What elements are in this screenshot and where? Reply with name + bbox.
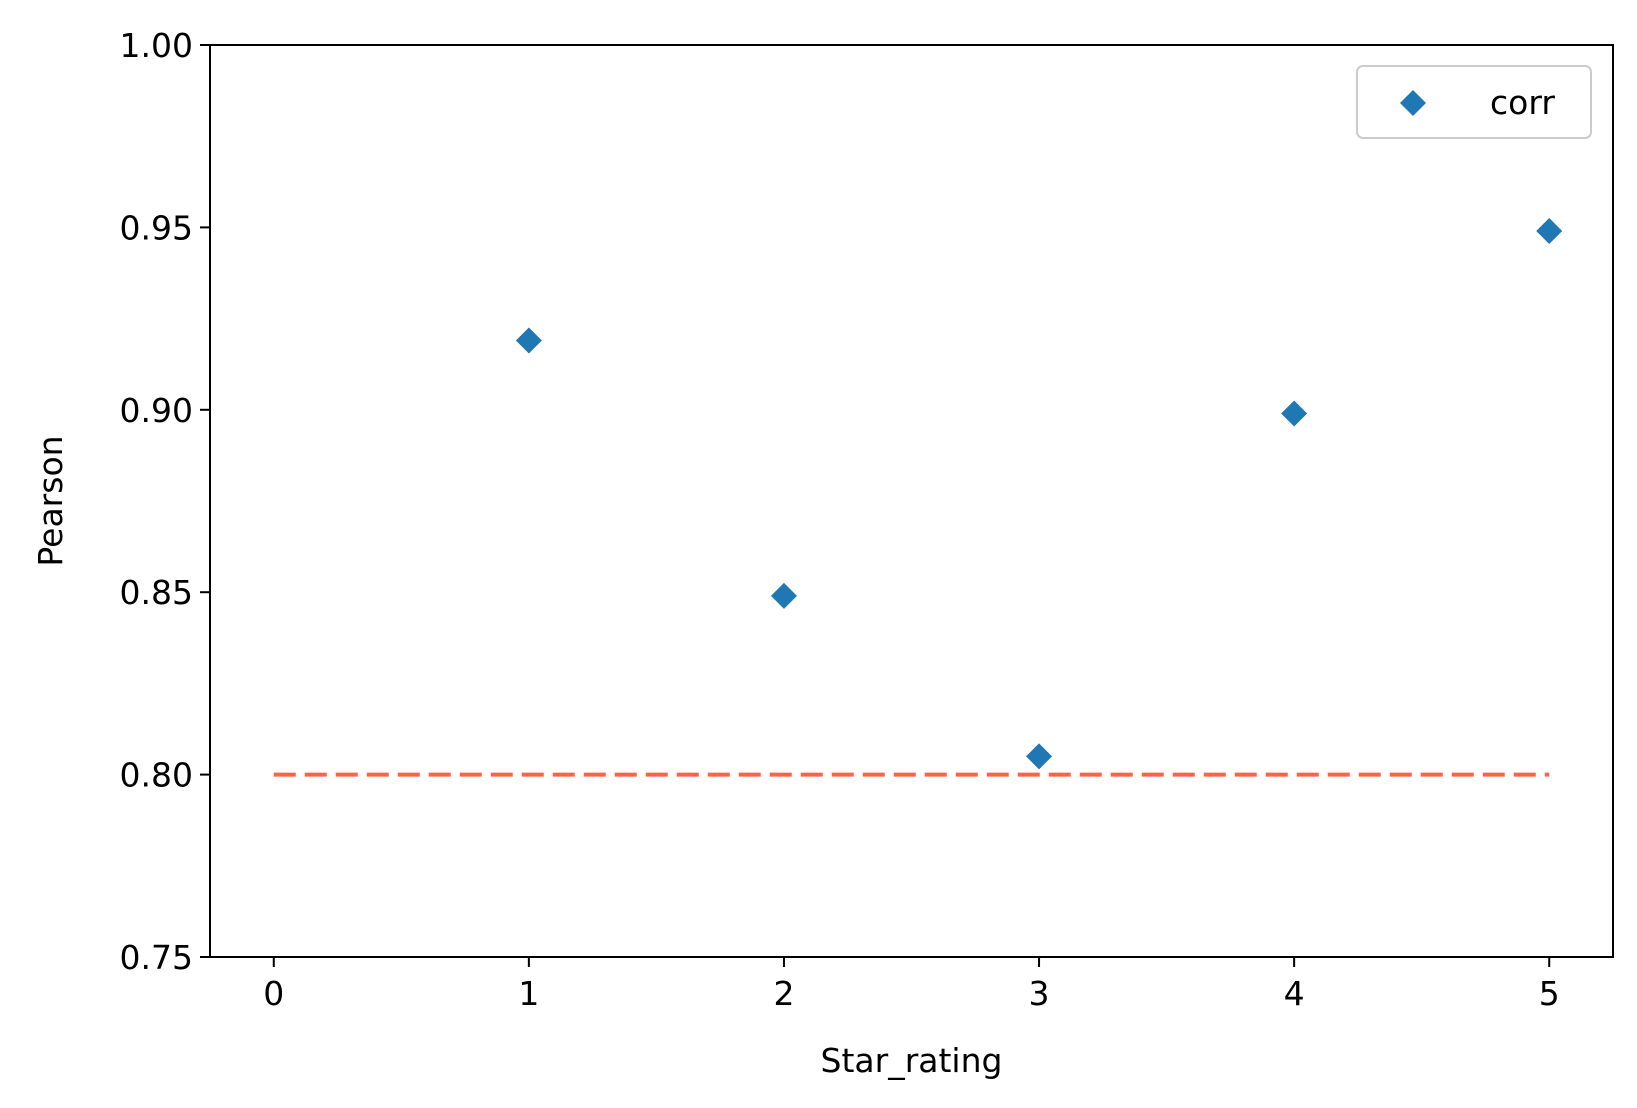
x-axis-label: Star_rating — [821, 1041, 1003, 1080]
data-point — [770, 582, 797, 609]
x-axis-ticks: 0 1 2 3 4 5 — [263, 957, 1560, 1013]
y-axis-ticks: 0.75 0.80 0.85 0.90 0.95 1.00 — [120, 26, 210, 977]
y-axis-label: Pearson — [31, 435, 70, 566]
y-tick-label: 0.80 — [120, 756, 193, 795]
x-tick-label: 2 — [773, 974, 794, 1013]
x-tick-label: 1 — [518, 974, 539, 1013]
legend-label-corr: corr — [1490, 83, 1555, 122]
y-tick-label: 0.90 — [120, 391, 193, 430]
legend: corr — [1356, 65, 1592, 139]
data-point — [1281, 400, 1308, 427]
data-point — [1536, 218, 1563, 245]
y-tick-label: 0.75 — [120, 938, 193, 977]
data-point — [515, 327, 542, 354]
plot-frame — [209, 44, 1614, 958]
y-tick-label: 0.95 — [120, 208, 193, 247]
legend-marker-corr — [1400, 90, 1426, 116]
y-tick-label: 0.85 — [120, 573, 193, 612]
x-tick-label: 4 — [1284, 974, 1305, 1013]
data-point — [1026, 743, 1053, 770]
x-tick-label: 5 — [1539, 974, 1560, 1013]
legend-box — [1356, 65, 1592, 139]
y-tick-label: 1.00 — [120, 26, 193, 65]
x-tick-label: 0 — [263, 974, 284, 1013]
x-tick-label: 3 — [1029, 974, 1050, 1013]
data-points-layer — [515, 218, 1563, 770]
